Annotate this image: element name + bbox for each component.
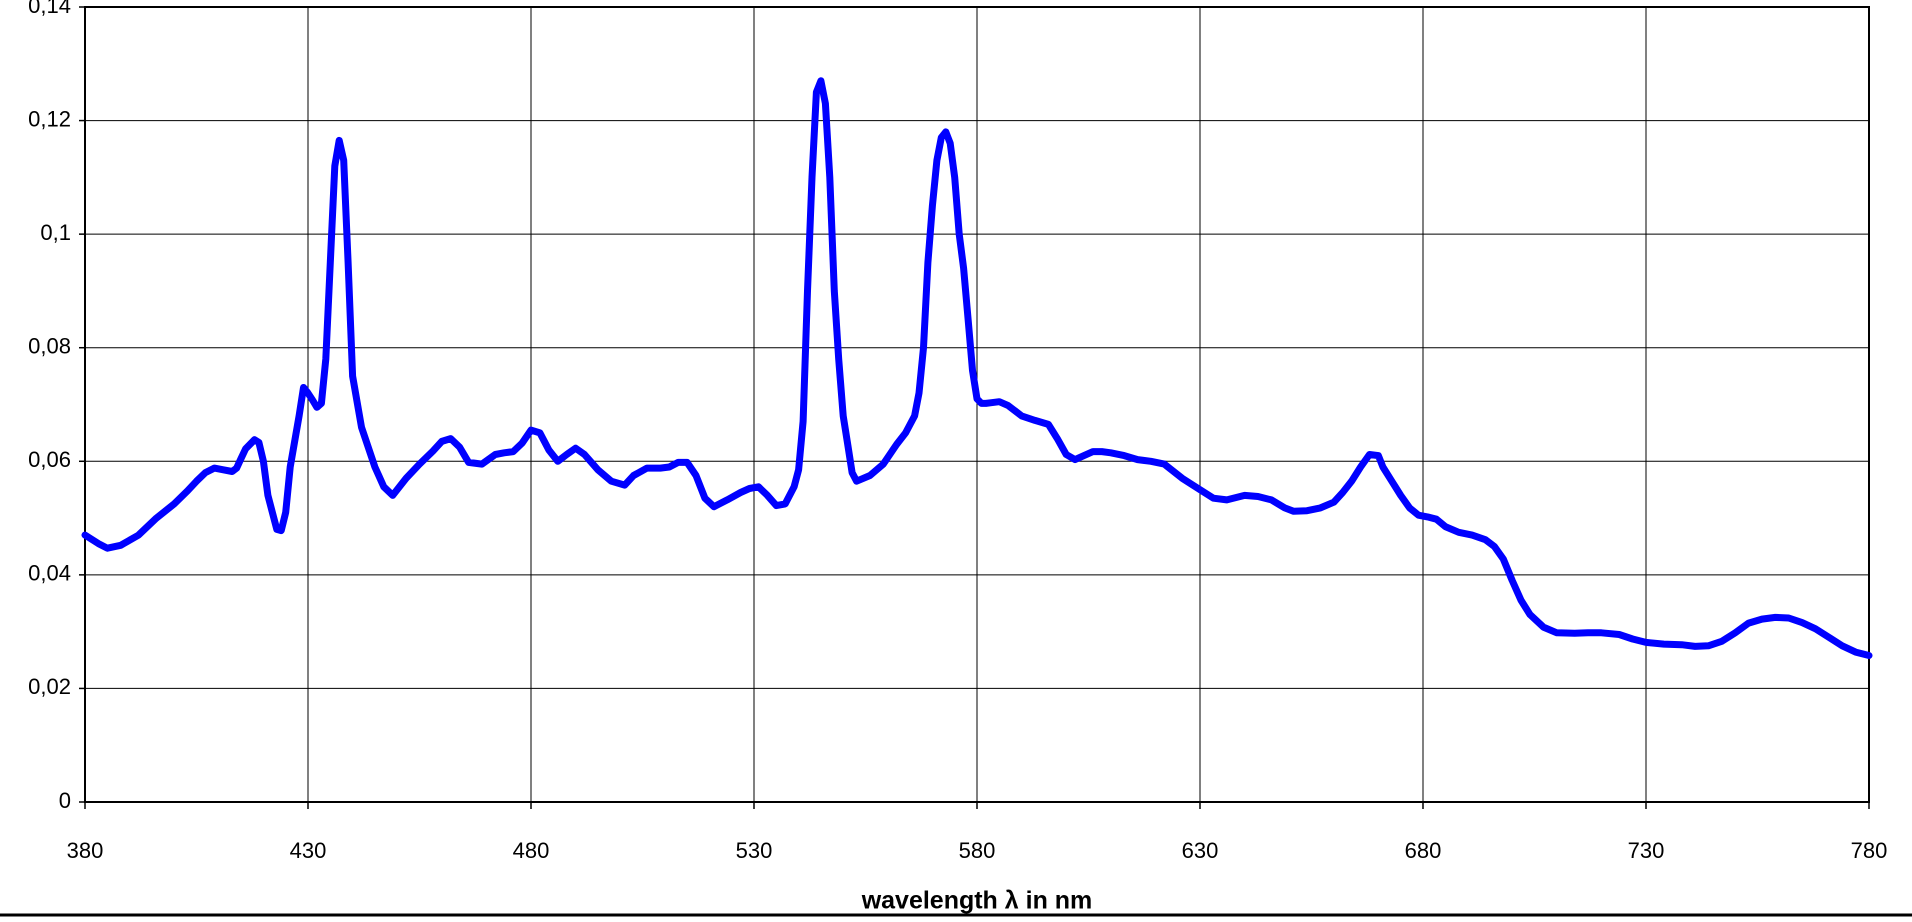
x-tick-label: 430 [290,838,327,863]
data-line [81,77,1873,659]
x-tick-label: 580 [959,838,996,863]
y-tick-label: 0,12 [28,106,71,131]
y-tick-label: 0,1 [40,220,71,245]
x-tick-label: 530 [736,838,773,863]
x-tick-label: 480 [513,838,550,863]
y-tick-label: 0,02 [28,674,71,699]
y-tick-label: 0,14 [28,0,71,18]
y-tick-label: 0,06 [28,447,71,472]
y-tick-label: 0,08 [28,334,71,359]
plot-frame [84,6,1870,803]
x-tick-label: 730 [1628,838,1665,863]
x-tick-label: 380 [67,838,104,863]
x-tick-label: 630 [1182,838,1219,863]
y-tick-label: 0 [59,788,71,813]
x-tick-label: 780 [1851,838,1888,863]
y-tick-label: 0,04 [28,561,71,586]
x-axis-label: wavelength λ in nm [861,887,1093,915]
x-tick-label: 680 [1405,838,1442,863]
